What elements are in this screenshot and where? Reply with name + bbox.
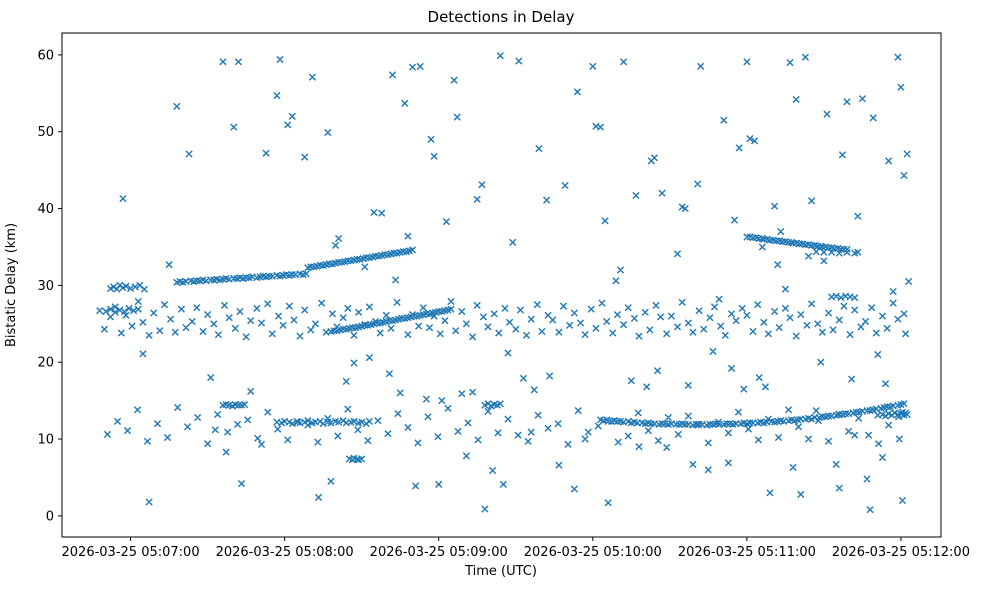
- x-axis-label: Time (UTC): [464, 564, 537, 579]
- x-tick-label: 2026-03-25 05:07:00: [62, 545, 200, 560]
- x-tick-label: 2026-03-25 05:12:00: [832, 545, 970, 560]
- y-tick-label: 20: [37, 356, 54, 371]
- y-tick-label: 50: [37, 125, 54, 140]
- x-tick-label: 2026-03-25 05:10:00: [524, 545, 662, 560]
- chart-title: Detections in Delay: [428, 8, 575, 26]
- y-tick-label: 10: [37, 433, 54, 448]
- y-tick-label: 30: [37, 279, 54, 294]
- scatter-points: [96, 52, 913, 514]
- x-tick-label: 2026-03-25 05:09:00: [370, 545, 508, 560]
- x-tick-label: 2026-03-25 05:08:00: [216, 545, 354, 560]
- y-axis-label: Bistatic Delay (km): [4, 223, 19, 347]
- y-tick-label: 40: [37, 202, 54, 217]
- y-tick-label: 60: [37, 48, 54, 63]
- axes-frame: [61, 32, 942, 538]
- y-tick-label: 0: [46, 509, 54, 524]
- x-tick-label: 2026-03-25 05:11:00: [678, 545, 816, 560]
